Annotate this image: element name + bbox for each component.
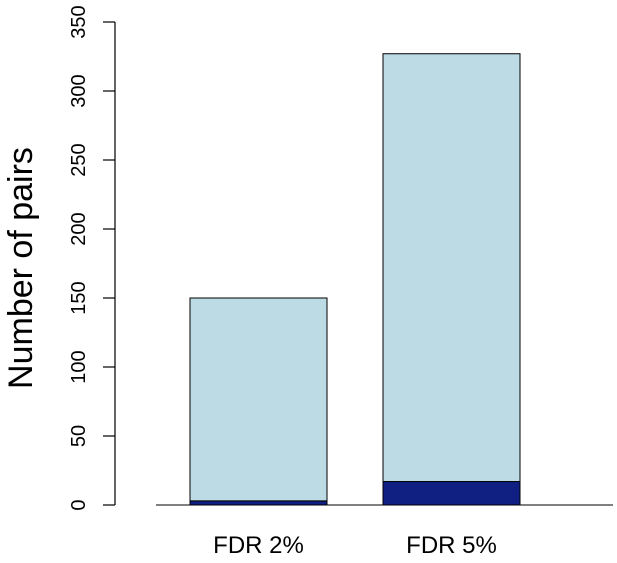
y-tick-label: 50 — [68, 425, 90, 447]
bar-segment-1-1 — [189, 500, 328, 506]
y-axis: 0 50 100 150 200 250 300 350 — [68, 5, 116, 511]
y-axis-title: Number of pairs — [2, 147, 40, 389]
y-tick-label: 250 — [68, 143, 90, 176]
y-tick-label: 0 — [68, 499, 90, 510]
y-tick-label: 100 — [68, 350, 90, 383]
y-tick-label: 200 — [68, 212, 90, 245]
bar-segment-1-2 — [382, 481, 521, 506]
x-axis: FDR 2% FDR 5% — [156, 504, 613, 559]
x-category-label: FDR 5% — [406, 532, 497, 558]
y-tick-label: 300 — [68, 74, 90, 107]
bar-segment-2-2 — [382, 53, 521, 483]
x-category-label: FDR 2% — [213, 532, 304, 558]
bars-group — [189, 53, 521, 506]
y-tick-label: 350 — [68, 5, 90, 38]
y-tick-label: 150 — [68, 281, 90, 314]
bar-segment-2-1 — [189, 297, 328, 502]
